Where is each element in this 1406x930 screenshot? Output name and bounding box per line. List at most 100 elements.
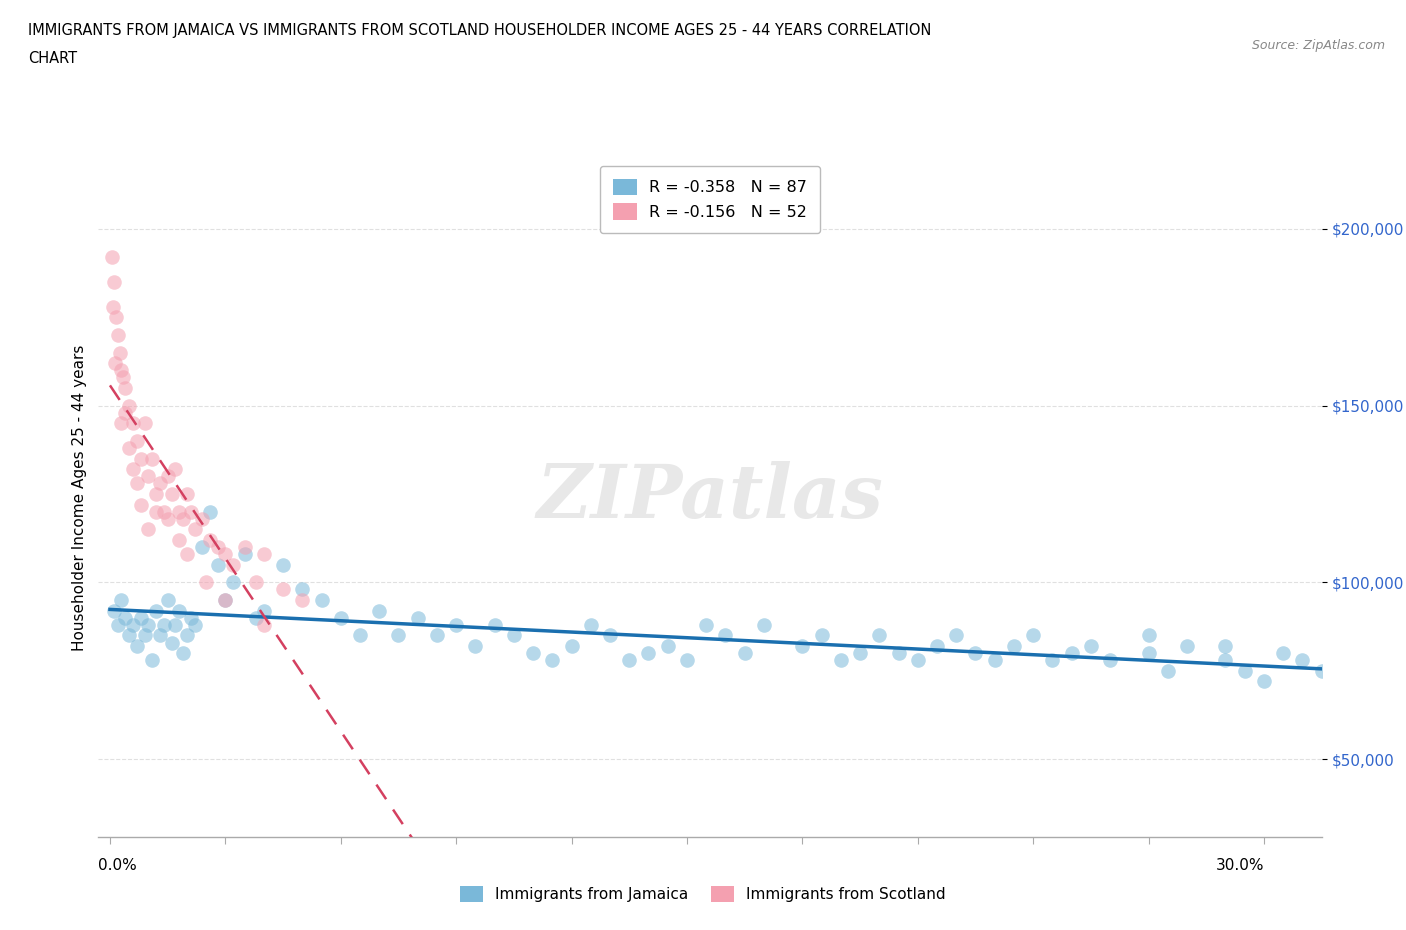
Point [118, 628, 141, 643]
Y-axis label: Householder Income Ages 25 - 44 years: Householder Income Ages 25 - 44 years [72, 344, 87, 651]
Point [1310, 663, 1333, 678]
Point [195, 575, 218, 590]
Point [1060, 645, 1083, 660]
Point [114, 610, 136, 625]
Point [1137, 645, 1160, 660]
Point [329, 610, 352, 625]
Point [233, 539, 256, 554]
Point [233, 547, 256, 562]
Point [1215, 639, 1237, 654]
Point [1253, 674, 1275, 689]
Point [122, 462, 145, 477]
Point [149, 628, 172, 643]
Point [107, 327, 129, 342]
Text: Source: ZipAtlas.com: Source: ZipAtlas.com [1251, 39, 1385, 52]
Point [945, 628, 967, 643]
Point [983, 653, 1005, 668]
Point [183, 522, 205, 537]
Point [141, 653, 163, 668]
Point [110, 416, 132, 431]
Point [1330, 674, 1353, 689]
Point [1368, 688, 1391, 703]
Point [183, 618, 205, 632]
Point [502, 628, 524, 643]
Point [114, 405, 136, 420]
Point [444, 618, 467, 632]
Point [637, 645, 659, 660]
Point [125, 433, 148, 448]
Point [245, 610, 267, 625]
Point [925, 639, 948, 654]
Point [1233, 663, 1256, 678]
Point [214, 592, 236, 607]
Point [112, 370, 135, 385]
Point [541, 653, 564, 668]
Point [1099, 653, 1122, 668]
Point [245, 575, 267, 590]
Point [1022, 628, 1045, 643]
Point [172, 645, 194, 660]
Point [156, 512, 179, 526]
Point [271, 557, 294, 572]
Point [1291, 653, 1313, 668]
Point [579, 618, 602, 632]
Point [214, 592, 236, 607]
Point [110, 592, 132, 607]
Point [849, 645, 872, 660]
Point [156, 469, 179, 484]
Point [165, 618, 187, 632]
Point [103, 604, 125, 618]
Point [349, 628, 371, 643]
Point [156, 592, 179, 607]
Legend: R = -0.358   N = 87, R = -0.156   N = 52: R = -0.358 N = 87, R = -0.156 N = 52 [600, 166, 820, 232]
Point [368, 604, 391, 618]
Point [198, 533, 221, 548]
Point [676, 653, 699, 668]
Text: ZIPatlas: ZIPatlas [537, 461, 883, 534]
Point [180, 504, 202, 519]
Point [167, 604, 190, 618]
Point [122, 618, 145, 632]
Point [868, 628, 890, 643]
Point [214, 547, 236, 562]
Point [114, 380, 136, 395]
Point [561, 639, 583, 654]
Point [129, 451, 152, 466]
Point [125, 476, 148, 491]
Point [153, 504, 176, 519]
Point [101, 299, 124, 314]
Point [176, 547, 198, 562]
Point [657, 639, 679, 654]
Point [101, 249, 124, 264]
Point [122, 416, 145, 431]
Point [207, 539, 229, 554]
Point [253, 618, 276, 632]
Point [103, 274, 125, 289]
Point [138, 469, 160, 484]
Point [387, 628, 409, 643]
Point [176, 628, 198, 643]
Point [104, 310, 127, 325]
Point [752, 618, 775, 632]
Point [887, 645, 910, 660]
Point [1175, 639, 1198, 654]
Text: 0.0%: 0.0% [98, 858, 138, 873]
Text: IMMIGRANTS FROM JAMAICA VS IMMIGRANTS FROM SCOTLAND HOUSEHOLDER INCOME AGES 25 -: IMMIGRANTS FROM JAMAICA VS IMMIGRANTS FR… [28, 23, 932, 38]
Point [619, 653, 641, 668]
Point [103, 356, 125, 371]
Point [1272, 645, 1295, 660]
Point [599, 628, 621, 643]
Point [165, 462, 187, 477]
Point [145, 604, 167, 618]
Point [167, 533, 190, 548]
Point [172, 512, 194, 526]
Point [253, 547, 276, 562]
Point [160, 486, 183, 501]
Point [110, 363, 132, 378]
Point [129, 610, 152, 625]
Point [406, 610, 429, 625]
Text: CHART: CHART [28, 51, 77, 66]
Point [907, 653, 929, 668]
Point [107, 618, 129, 632]
Point [129, 498, 152, 512]
